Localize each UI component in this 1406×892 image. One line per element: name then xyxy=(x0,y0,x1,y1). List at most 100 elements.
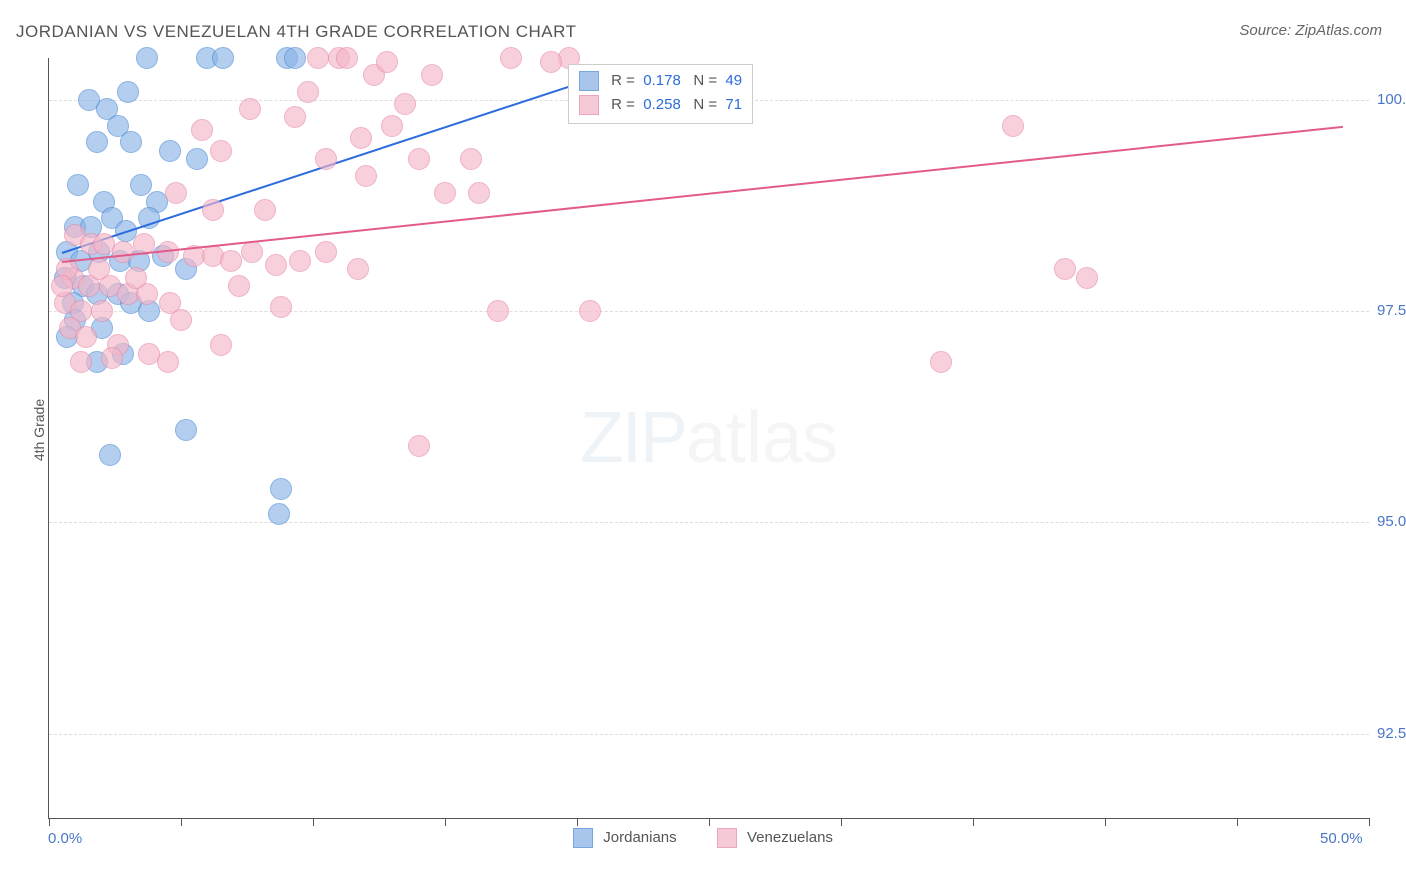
y-tick-label: 100.0% xyxy=(1377,91,1406,108)
stats-swatch-venezuelans xyxy=(579,95,599,115)
x-tick xyxy=(1105,818,1106,826)
scatter-point xyxy=(191,119,213,141)
scatter-point xyxy=(394,93,416,115)
scatter-point xyxy=(125,267,147,289)
x-tick xyxy=(445,818,446,826)
stats-r-venezuelans: 0.258 xyxy=(643,96,681,113)
scatter-point xyxy=(51,275,73,297)
scatter-point xyxy=(91,300,113,322)
scatter-point xyxy=(210,140,232,162)
scatter-point xyxy=(88,258,110,280)
stats-row-jordanians: R = 0.178 N = 49 xyxy=(579,69,742,93)
x-tick xyxy=(313,818,314,826)
y-tick-label: 97.5% xyxy=(1377,302,1406,319)
scatter-point xyxy=(67,174,89,196)
y-tick-label: 95.0% xyxy=(1377,513,1406,530)
scatter-point xyxy=(99,444,121,466)
source-label: Source: ZipAtlas.com xyxy=(1239,22,1382,39)
scatter-point xyxy=(930,351,952,373)
legend-label-jordanians: Jordanians xyxy=(603,829,676,846)
watermark-logo: ZIPatlas xyxy=(580,397,838,479)
gridline xyxy=(49,734,1369,735)
x-tick xyxy=(181,818,182,826)
scatter-point xyxy=(500,47,522,69)
scatter-point xyxy=(212,47,234,69)
legend-swatch-venezuelans xyxy=(717,828,737,848)
source-name: ZipAtlas.com xyxy=(1295,22,1382,39)
scatter-point xyxy=(175,419,197,441)
scatter-point xyxy=(270,296,292,318)
scatter-point xyxy=(265,254,287,276)
scatter-point xyxy=(350,127,372,149)
y-tick-label: 92.5% xyxy=(1377,725,1406,742)
legend-label-venezuelans: Venezuelans xyxy=(747,829,833,846)
stats-n-jordanians: 49 xyxy=(725,72,742,89)
scatter-point xyxy=(159,140,181,162)
scatter-point xyxy=(487,300,509,322)
stats-r-jordanians: 0.178 xyxy=(643,72,681,89)
scatter-point xyxy=(408,435,430,457)
scatter-point xyxy=(228,275,250,297)
correlation-stats-box: R = 0.178 N = 49 R = 0.258 N = 71 xyxy=(568,64,753,124)
scatter-point xyxy=(241,241,263,263)
watermark-zip: ZIP xyxy=(580,398,686,478)
x-tick xyxy=(841,818,842,826)
scatter-point xyxy=(289,250,311,272)
scatter-point xyxy=(540,51,562,73)
scatter-point xyxy=(408,148,430,170)
scatter-point xyxy=(117,81,139,103)
gridline xyxy=(49,311,1369,312)
scatter-point xyxy=(254,199,276,221)
scatter-point xyxy=(460,148,482,170)
scatter-point xyxy=(376,51,398,73)
chart-title: JORDANIAN VS VENEZUELAN 4TH GRADE CORREL… xyxy=(16,22,576,42)
scatter-point xyxy=(284,47,306,69)
scatter-point xyxy=(468,182,490,204)
x-tick xyxy=(1369,818,1370,826)
scatter-point xyxy=(347,258,369,280)
stats-row-venezuelans: R = 0.258 N = 71 xyxy=(579,93,742,117)
trend-line xyxy=(62,126,1343,263)
scatter-point xyxy=(1076,267,1098,289)
scatter-point xyxy=(1054,258,1076,280)
x-tick xyxy=(973,818,974,826)
source-prefix: Source: xyxy=(1239,22,1295,39)
gridline xyxy=(49,522,1369,523)
scatter-point xyxy=(170,309,192,331)
x-tick xyxy=(49,818,50,826)
scatter-point xyxy=(86,131,108,153)
scatter-point xyxy=(268,503,290,525)
scatter-point xyxy=(297,81,319,103)
scatter-point xyxy=(336,47,358,69)
stats-swatch-jordanians xyxy=(579,71,599,91)
scatter-point xyxy=(75,326,97,348)
scatter-point xyxy=(1002,115,1024,137)
y-axis-label: 4th Grade xyxy=(31,399,47,461)
legend-bottom: Jordanians Venezuelans xyxy=(0,828,1406,848)
scatter-point xyxy=(202,199,224,221)
scatter-point xyxy=(381,115,403,137)
legend-item-venezuelans: Venezuelans xyxy=(717,828,833,848)
watermark-atlas: atlas xyxy=(686,398,838,478)
scatter-point xyxy=(101,347,123,369)
scatter-point xyxy=(165,182,187,204)
legend-swatch-jordanians xyxy=(573,828,593,848)
scatter-point xyxy=(136,47,158,69)
scatter-point xyxy=(284,106,306,128)
scatter-point xyxy=(239,98,261,120)
scatter-point xyxy=(315,241,337,263)
x-tick xyxy=(709,818,710,826)
scatter-point xyxy=(307,47,329,69)
x-tick xyxy=(1237,818,1238,826)
scatter-point xyxy=(157,351,179,373)
x-tick xyxy=(577,818,578,826)
scatter-point xyxy=(270,478,292,500)
scatter-point xyxy=(70,351,92,373)
stats-n-venezuelans: 71 xyxy=(725,96,742,113)
scatter-point xyxy=(355,165,377,187)
scatter-point xyxy=(186,148,208,170)
legend-item-jordanians: Jordanians xyxy=(573,828,677,848)
scatter-point xyxy=(220,250,242,272)
scatter-point xyxy=(210,334,232,356)
scatter-point xyxy=(112,241,134,263)
